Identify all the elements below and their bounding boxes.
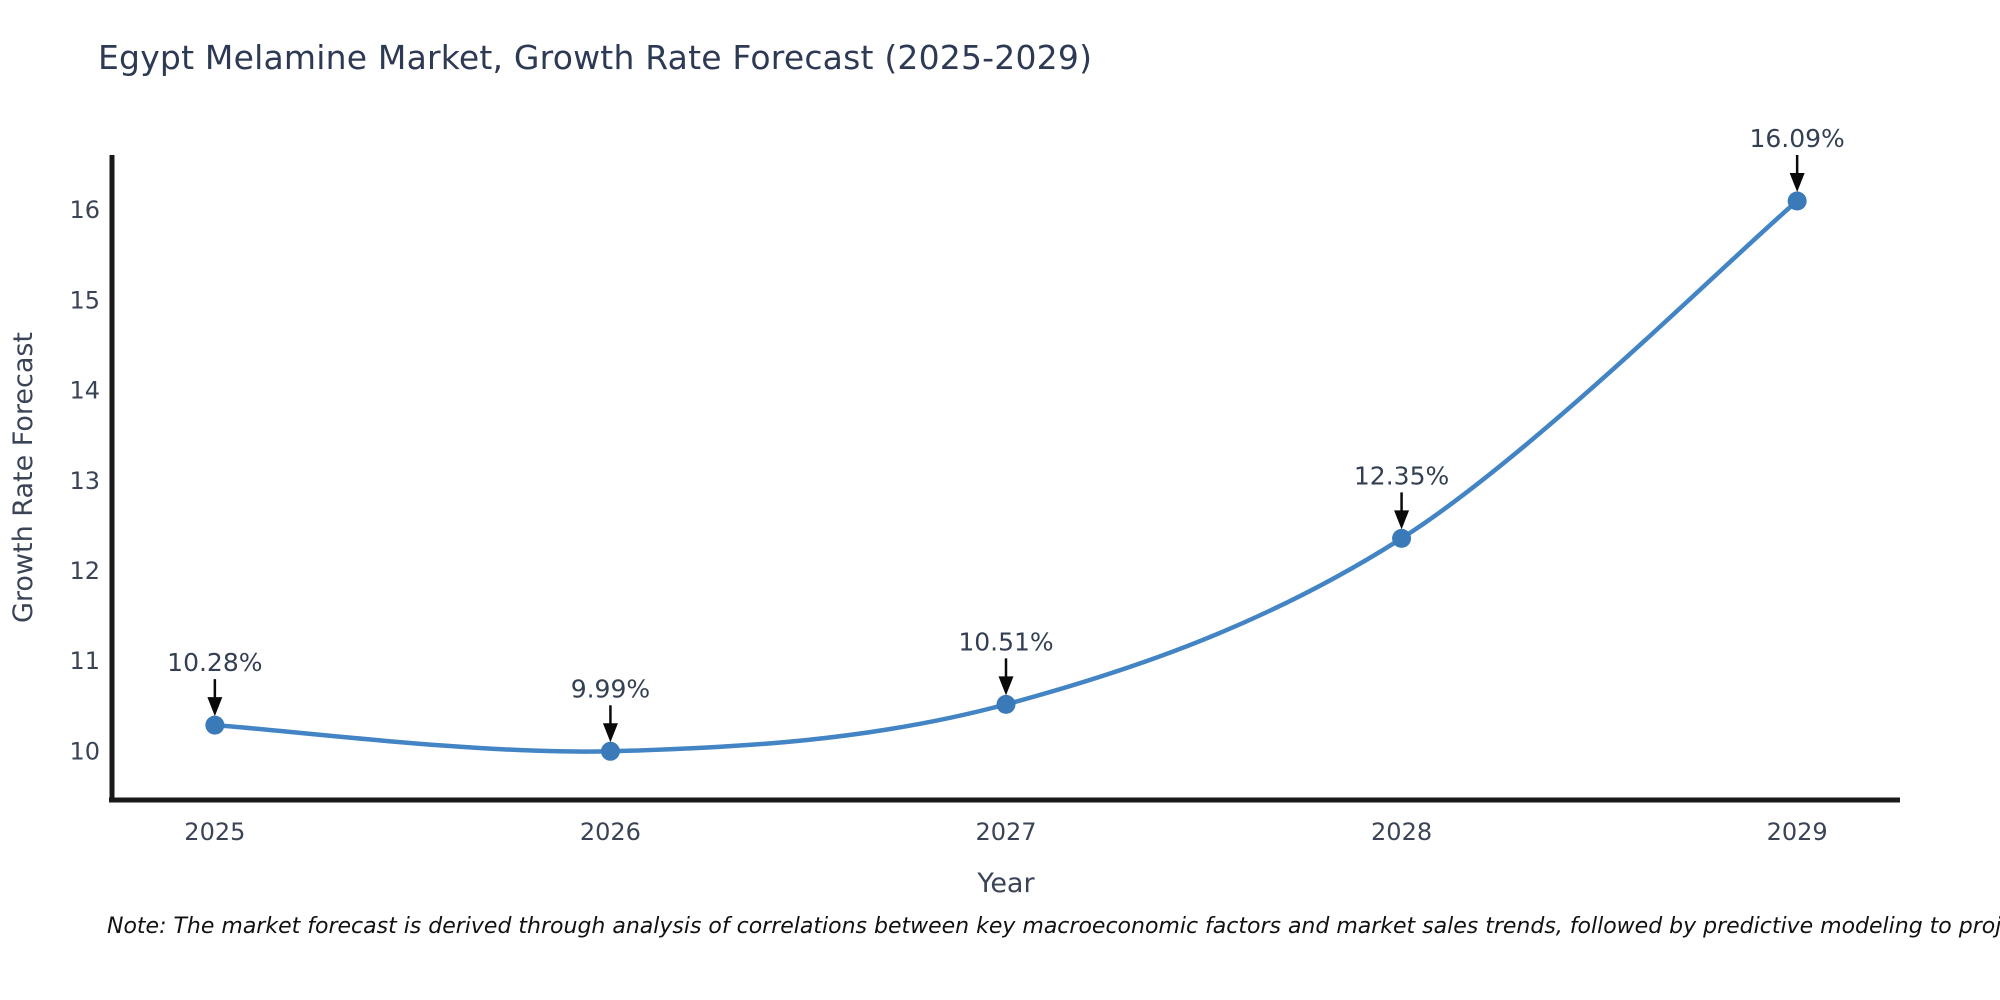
y-tick-label: 12 <box>69 557 100 585</box>
data-point-2026 <box>600 741 620 761</box>
y-tick-label: 16 <box>69 196 100 224</box>
data-point-2027 <box>996 694 1016 714</box>
data-point-2029 <box>1787 191 1807 211</box>
annotation-arrow-head <box>602 723 618 743</box>
data-point-2025 <box>205 715 225 735</box>
annotation-label-2028: 12.35% <box>1354 461 1449 490</box>
x-axis-title: Year <box>976 868 1035 899</box>
annotation-label-2025: 10.28% <box>167 648 262 677</box>
chart-title: Egypt Melamine Market, Growth Rate Forec… <box>98 38 1093 77</box>
annotation-arrow-head <box>1394 510 1410 530</box>
annotation-arrow-head <box>207 697 223 717</box>
annotation-label-2027: 10.51% <box>958 627 1053 656</box>
y-tick-label: 10 <box>69 737 100 765</box>
annotation-arrow-head <box>1789 173 1805 193</box>
x-tick-label: 2025 <box>184 818 245 846</box>
y-tick-label: 15 <box>69 286 100 314</box>
annotation-arrow-head <box>998 676 1014 696</box>
y-tick-label: 14 <box>69 377 100 405</box>
y-tick-label: 13 <box>69 467 100 495</box>
annotation-label-2026: 9.99% <box>571 674 650 703</box>
data-point-2028 <box>1392 528 1412 548</box>
footnote: Note: The market forecast is derived thr… <box>107 914 2000 939</box>
x-tick-label: 2026 <box>580 818 641 846</box>
annotation-label-2029: 16.09% <box>1749 124 1844 153</box>
x-tick-label: 2028 <box>1371 818 1432 846</box>
x-tick-label: 2027 <box>975 818 1036 846</box>
y-tick-label: 11 <box>69 647 100 675</box>
trend-line <box>212 198 1800 754</box>
x-tick-label: 2029 <box>1767 818 1828 846</box>
y-axis-title: Growth Rate Forecast <box>8 332 39 623</box>
